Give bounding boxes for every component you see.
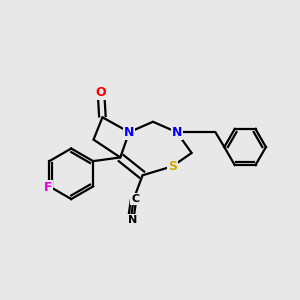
Text: S: S: [168, 160, 177, 173]
Text: N: N: [124, 126, 134, 139]
Text: C: C: [131, 194, 139, 204]
Text: O: O: [96, 85, 106, 98]
Text: N: N: [172, 126, 182, 139]
Text: N: N: [128, 215, 137, 225]
Text: F: F: [44, 181, 52, 194]
